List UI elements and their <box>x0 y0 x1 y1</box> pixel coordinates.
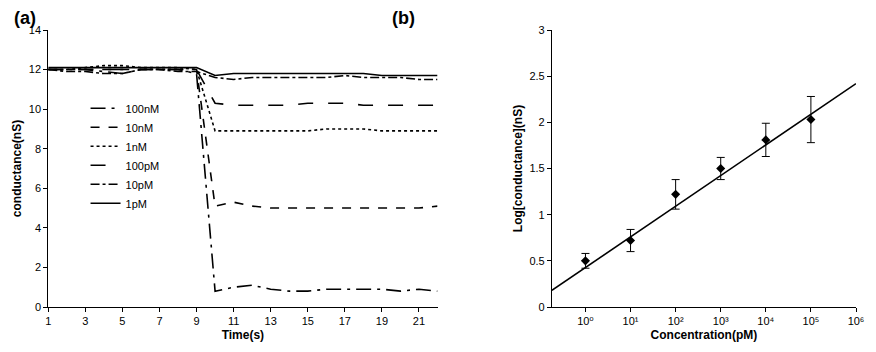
svg-text:Time(s): Time(s) <box>222 328 264 342</box>
svg-text:10nM: 10nM <box>126 122 154 134</box>
svg-text:2.5: 2.5 <box>529 70 544 82</box>
svg-text:100nM: 100nM <box>126 103 160 115</box>
svg-text:11: 11 <box>228 315 239 327</box>
svg-text:10²: 10² <box>668 315 684 327</box>
svg-text:100pM: 100pM <box>126 160 160 172</box>
svg-text:9: 9 <box>193 315 199 327</box>
svg-text:1: 1 <box>539 209 545 221</box>
svg-text:conductance(nS): conductance(nS) <box>10 120 24 217</box>
svg-text:10⁴: 10⁴ <box>757 315 774 327</box>
svg-text:7: 7 <box>156 315 162 327</box>
svg-text:19: 19 <box>376 315 388 327</box>
svg-text:13: 13 <box>265 315 277 327</box>
svg-text:10⁰: 10⁰ <box>577 315 594 327</box>
svg-text:(b): (b) <box>392 8 415 28</box>
svg-text:4: 4 <box>35 222 41 234</box>
svg-text:17: 17 <box>339 315 351 327</box>
svg-text:Log[conductance](nS): Log[conductance](nS) <box>511 105 525 232</box>
svg-text:10: 10 <box>29 103 41 115</box>
svg-text:15: 15 <box>302 315 314 327</box>
svg-text:Concentration(pM): Concentration(pM) <box>651 328 758 342</box>
svg-text:14: 14 <box>29 24 41 36</box>
svg-text:0.5: 0.5 <box>529 255 544 267</box>
svg-text:1pM: 1pM <box>126 198 147 210</box>
svg-text:10pM: 10pM <box>126 179 154 191</box>
svg-text:0: 0 <box>35 301 41 313</box>
svg-text:8: 8 <box>35 143 41 155</box>
svg-text:12: 12 <box>29 63 41 75</box>
svg-text:10⁶: 10⁶ <box>848 315 865 327</box>
svg-text:10³: 10³ <box>713 315 729 327</box>
svg-text:10¹: 10¹ <box>623 315 639 327</box>
svg-text:5: 5 <box>119 315 125 327</box>
svg-text:2: 2 <box>539 116 545 128</box>
svg-text:1nM: 1nM <box>126 141 147 153</box>
svg-text:(a): (a) <box>14 8 36 28</box>
svg-text:10⁵: 10⁵ <box>803 315 820 327</box>
svg-text:0: 0 <box>539 301 545 313</box>
svg-text:1: 1 <box>45 315 51 327</box>
svg-text:2: 2 <box>35 261 41 273</box>
svg-text:6: 6 <box>35 182 41 194</box>
svg-text:1.5: 1.5 <box>529 162 544 174</box>
svg-text:21: 21 <box>413 315 425 327</box>
svg-text:3: 3 <box>539 24 545 36</box>
svg-text:3: 3 <box>82 315 88 327</box>
